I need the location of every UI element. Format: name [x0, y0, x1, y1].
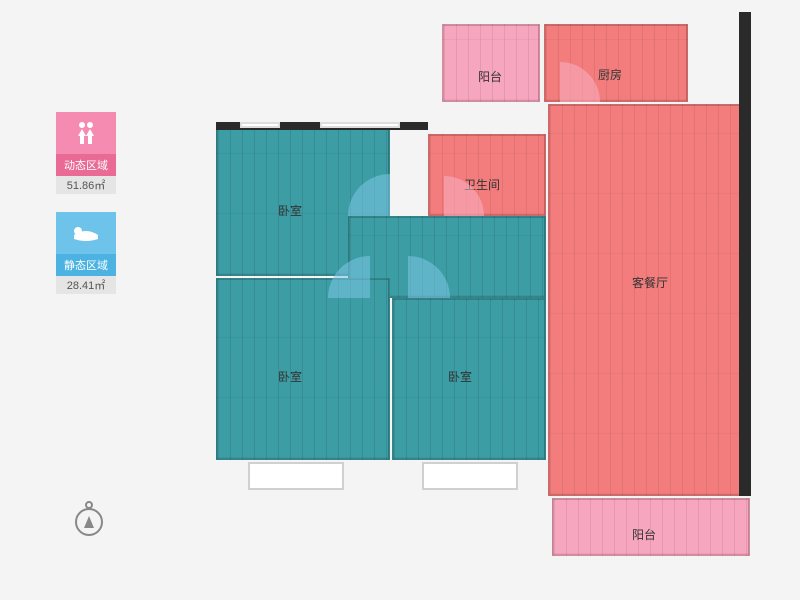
legend-dynamic: 动态区域 51.86㎡: [56, 112, 116, 194]
legend-static-icon: [56, 212, 116, 254]
legend-dynamic-value: 51.86㎡: [56, 176, 116, 194]
legend-dynamic-label: 动态区域: [56, 154, 116, 176]
people-icon: [72, 120, 100, 146]
room-label-kitchen: 厨房: [598, 66, 622, 83]
room-bedroom-sw: [216, 278, 390, 460]
wall-window-1: [320, 122, 400, 128]
door-arc-kitchen: [560, 62, 600, 102]
room-label-bedroom-se: 卧室: [448, 368, 472, 385]
sleep-icon: [71, 223, 101, 243]
door-bedroom-sw: [328, 256, 370, 298]
room-living-right: [548, 104, 750, 496]
door-bedroom-nw: [348, 174, 390, 216]
door-arc-bedroom-sw: [328, 256, 370, 298]
floor-plan: 阳台阳台厨房卫生间客餐厅卧室卧室卧室: [200, 6, 760, 566]
door-bathroom: [444, 176, 484, 216]
legend-static-value: 28.41㎡: [56, 276, 116, 294]
room-label-bedroom-nw: 卧室: [278, 202, 302, 219]
legend-static: 静态区域 28.41㎡: [56, 212, 116, 294]
compass-icon: [75, 508, 103, 536]
door-arc-bedroom-nw: [348, 174, 390, 216]
room-label-living-right: 客餐厅: [632, 274, 668, 291]
legend-static-label: 静态区域: [56, 254, 116, 276]
room-label-balcony-top: 阳台: [478, 68, 502, 85]
room-label-balcony-bot: 阳台: [632, 526, 656, 543]
door-kitchen: [560, 62, 600, 102]
legend-dynamic-icon: [56, 112, 116, 154]
room-balcony-top: [442, 24, 540, 102]
door-arc-bedroom-se: [408, 256, 450, 298]
window-sill-0: [248, 462, 344, 490]
window-sill-1: [422, 462, 518, 490]
door-arc-bathroom: [444, 176, 484, 216]
wall-thick-1: [739, 12, 751, 496]
wall-window-0: [240, 122, 280, 128]
door-bedroom-se: [408, 256, 450, 298]
room-label-bedroom-sw: 卧室: [278, 368, 302, 385]
